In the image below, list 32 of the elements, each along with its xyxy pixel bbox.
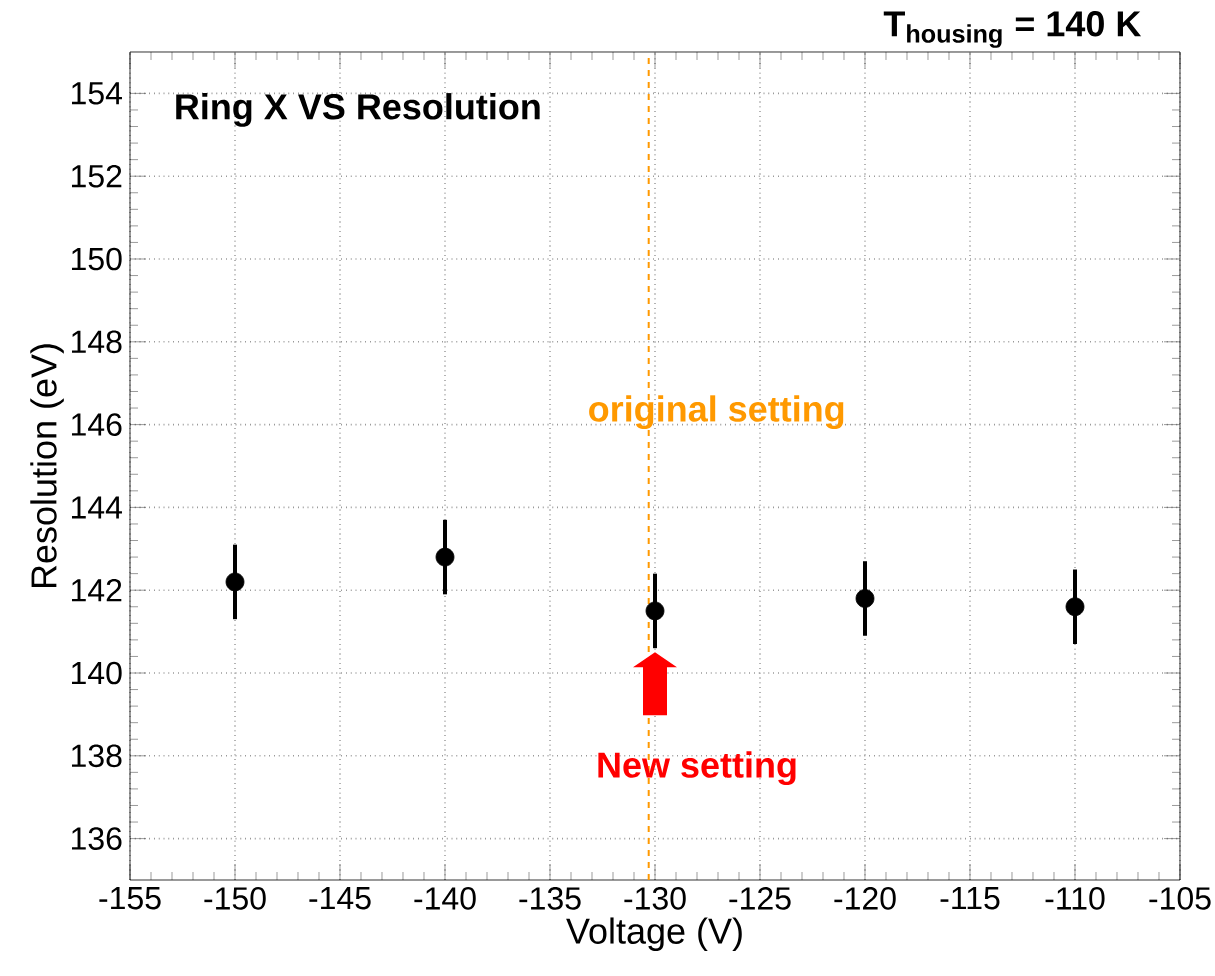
y-tick-label: 140	[71, 661, 122, 685]
y-tick-label: 144	[71, 496, 122, 519]
point	[645, 601, 665, 621]
x-tick-label: -150	[204, 887, 266, 910]
x-tick-label: -105	[1149, 887, 1211, 910]
y-tick-label: 148	[71, 330, 122, 354]
point	[225, 572, 245, 592]
point	[435, 547, 455, 567]
y-tick-label: 154	[71, 82, 122, 105]
x-tick-label: -110	[1045, 887, 1105, 910]
ref-line-label: original setting	[589, 395, 844, 430]
x-tick-label: -135	[519, 887, 581, 910]
x-tick-label: -115	[940, 887, 1000, 910]
y-tick-label: 152	[71, 164, 122, 188]
point	[1065, 597, 1085, 617]
x-tick-label: -145	[309, 887, 371, 910]
y-tick-label: 142	[71, 579, 122, 602]
text: T$_{housing}$ = 140 K	[883, 11, 1142, 48]
text: Ring X VS Resolution	[176, 93, 540, 127]
x-tick-label: -120	[834, 887, 896, 910]
y-tick-label: 136	[71, 827, 122, 850]
annotation: New setting	[598, 751, 796, 786]
x-axis-title: Voltage (V)	[566, 917, 742, 952]
x-tick-label: -140	[414, 887, 476, 910]
x-tick-label: -125	[729, 887, 791, 910]
y-tick-label: 146	[71, 413, 122, 436]
point	[855, 589, 875, 608]
x-tick-label: -155	[99, 887, 161, 910]
x-tick-label: -130	[624, 887, 686, 910]
y-axis-title: Resolution (eV)	[30, 344, 64, 588]
y-tick-label: 150	[71, 247, 122, 271]
y-tick-label: 138	[71, 744, 122, 768]
